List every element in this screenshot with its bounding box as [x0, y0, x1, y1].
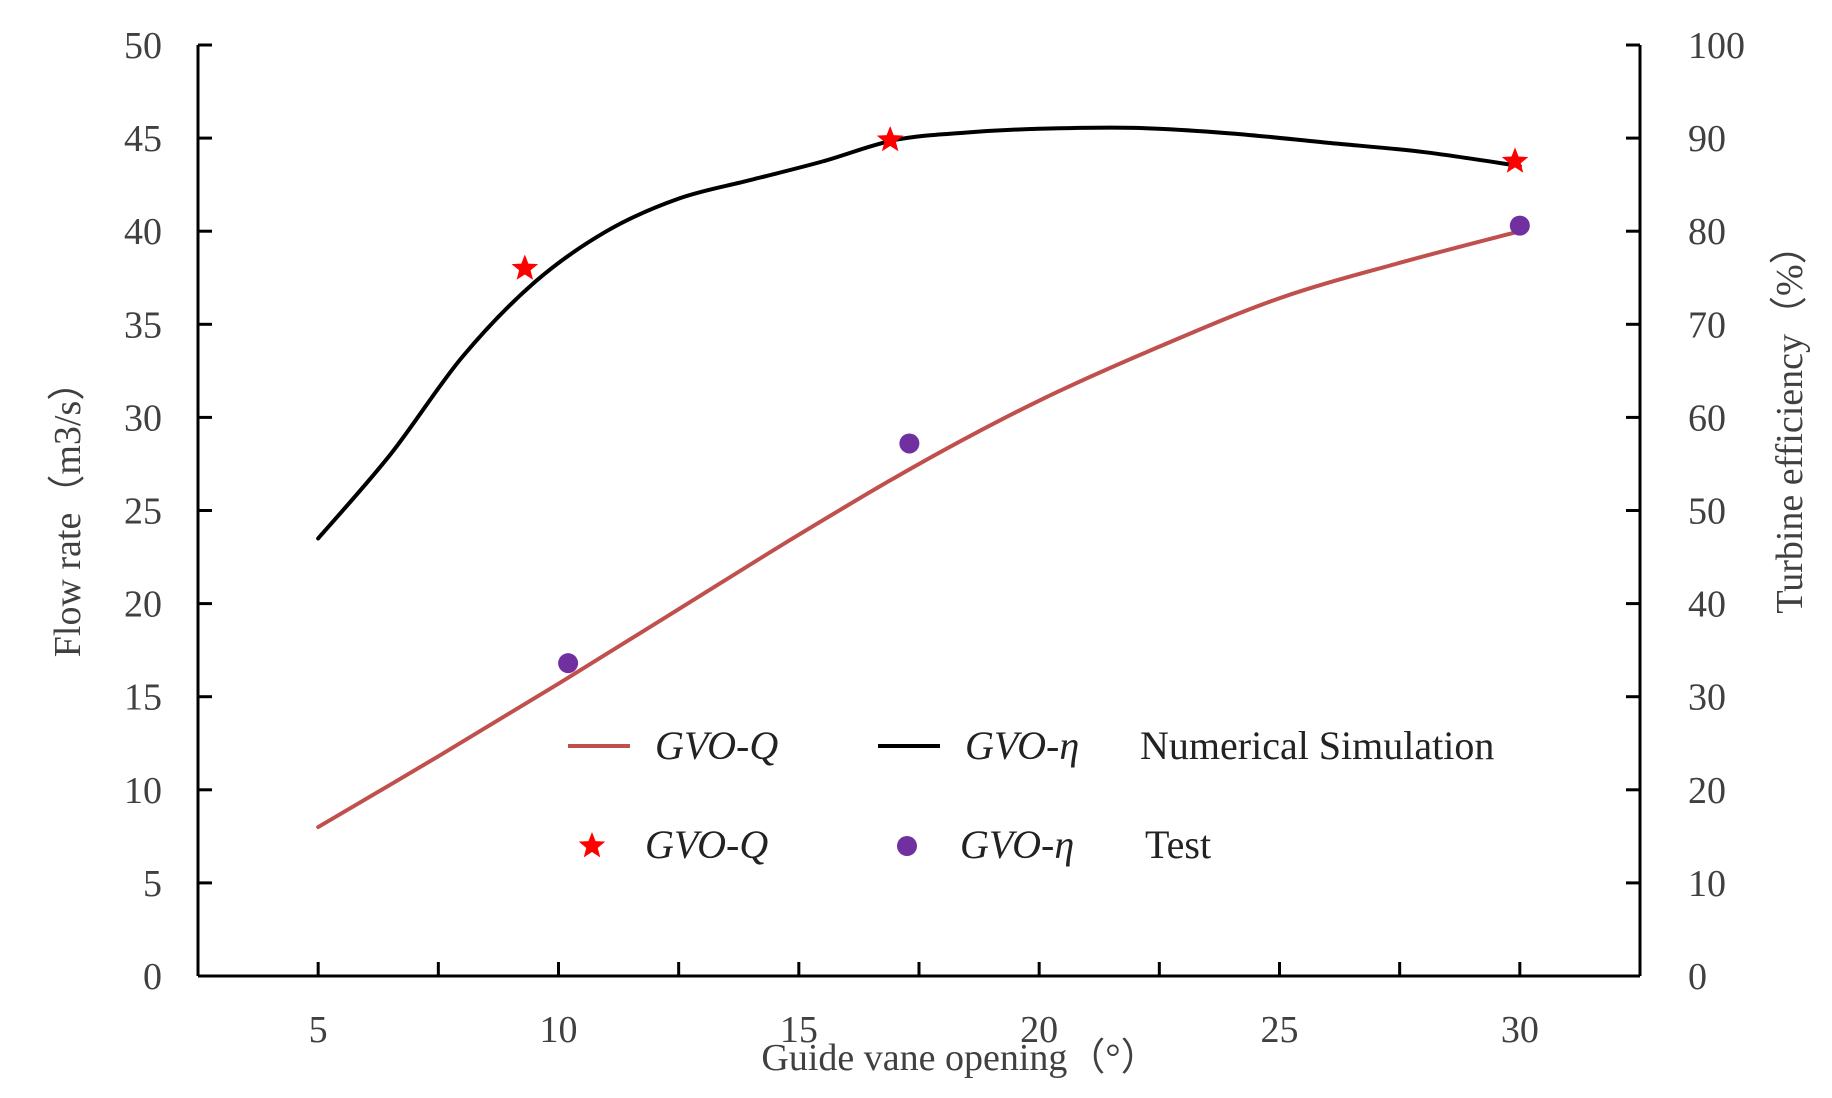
y-right-tick-label: 30 [1688, 677, 1726, 719]
x-tick-label: 5 [309, 1009, 328, 1051]
legend-label-test-q: GVO-Q [645, 822, 768, 867]
y-left-tick-label: 25 [124, 491, 162, 533]
legend: GVO-Q GVO-η Numerical Simulation GVO-Q G… [568, 723, 1494, 867]
legend-caption-simulation: Numerical Simulation [1140, 723, 1494, 768]
y-right-tick-label: 0 [1688, 956, 1707, 998]
y-right-tick-label: 80 [1688, 211, 1726, 253]
series-line-1 [316, 125, 1522, 541]
circle-marker [1509, 215, 1530, 236]
y-right-tick-label: 60 [1688, 397, 1726, 439]
y-left-tick-label: 30 [124, 397, 162, 439]
legend-label-test-eta: GVO-η [960, 822, 1074, 867]
y-left-tick-label: 10 [124, 770, 162, 812]
y-left-tick-label: 50 [124, 25, 162, 67]
y-axis-right-title: Turbine efficiency（%） [1769, 226, 1811, 613]
y-right-tick-label: 90 [1688, 118, 1726, 160]
legend-star-marker [578, 832, 606, 858]
y-left-tick-label: 40 [124, 211, 162, 253]
y-right-tick-label: 50 [1688, 491, 1726, 533]
y-left-tick-label: 45 [124, 118, 162, 160]
axes [196, 45, 1642, 978]
series-group [316, 125, 1522, 830]
y-right-tick-label: 10 [1688, 863, 1726, 905]
y-left-tick-label: 15 [124, 677, 162, 719]
star-marker [511, 254, 539, 280]
y-axis-left-title: Flow rate（m3/s） [47, 363, 89, 657]
ticks: 5 10 15 20 25 30 0 5 10 15 20 25 30 35 40 45 50 0 10 20 30 40… [124, 25, 1745, 1051]
y-right-tick-label: 70 [1688, 304, 1726, 346]
y-left-tick-label: 20 [124, 584, 162, 626]
legend-circle-marker [897, 836, 917, 856]
circle-marker [558, 653, 579, 674]
x-tick-label: 15 [780, 1009, 818, 1051]
y-left-tick-label: 0 [143, 956, 162, 998]
star-marker [1501, 147, 1529, 173]
star-marker [876, 125, 904, 152]
x-tick-label: 10 [540, 1009, 578, 1051]
x-tick-label: 30 [1501, 1009, 1539, 1051]
y-left-tick-label: 5 [143, 863, 162, 905]
legend-caption-test: Test [1145, 822, 1211, 867]
y-right-tick-label: 100 [1688, 25, 1745, 67]
legend-label-sim-eta: GVO-η [965, 723, 1079, 768]
x-axis-title: Guide vane opening（°） [761, 1037, 1158, 1079]
y-left-tick-label: 35 [124, 304, 162, 346]
x-tick-label: 20 [1020, 1009, 1058, 1051]
y-right-tick-label: 40 [1688, 584, 1726, 626]
legend-label-sim-q: GVO-Q [655, 723, 778, 768]
circle-marker [899, 433, 920, 454]
y-right-tick-label: 20 [1688, 770, 1726, 812]
series-line-0 [316, 229, 1522, 830]
x-tick-label: 25 [1261, 1009, 1299, 1051]
markers-group [511, 125, 1530, 674]
